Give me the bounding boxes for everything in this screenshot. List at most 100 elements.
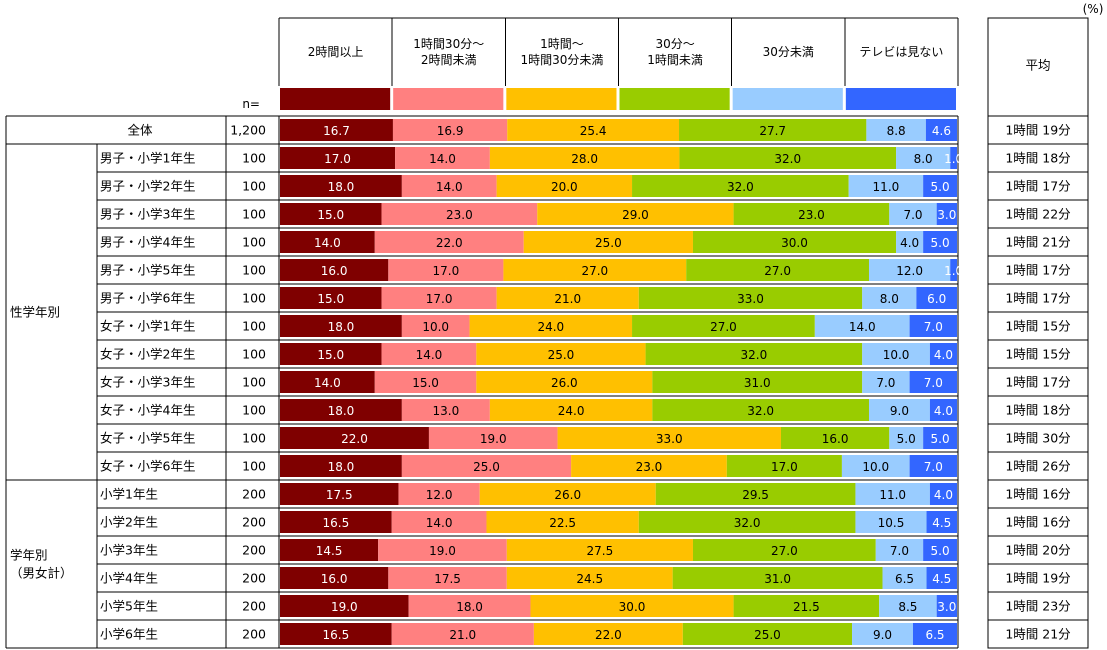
- data-label: 4.5: [932, 516, 951, 530]
- legend-swatch: [506, 88, 617, 110]
- bar-segment: [679, 119, 867, 141]
- average-value: 1時間 20分: [1005, 543, 1070, 558]
- data-label: 14.0: [426, 516, 453, 530]
- row-label: 男子・小学4年生: [100, 235, 195, 250]
- data-label: 32.0: [727, 180, 754, 194]
- data-label: 16.9: [437, 124, 464, 138]
- bar-segment: [280, 567, 389, 589]
- bar-segment: [280, 119, 393, 141]
- bar-segment: [489, 147, 680, 169]
- data-label: 4.0: [900, 236, 919, 250]
- data-label: 11.0: [873, 180, 900, 194]
- bar-segment: [852, 623, 913, 645]
- bar-segment: [936, 203, 957, 225]
- bar-segment: [374, 371, 477, 393]
- data-label: 8.0: [880, 292, 899, 306]
- data-label: 7.0: [924, 320, 943, 334]
- bar-segment: [408, 595, 531, 617]
- data-label: 4.0: [934, 488, 953, 502]
- n-value: 100: [242, 235, 266, 250]
- row-label: 女子・小学1年生: [100, 319, 195, 334]
- data-label: 27.5: [587, 544, 614, 558]
- data-label: 30.0: [619, 600, 646, 614]
- bar-segment: [855, 511, 927, 533]
- data-label: 7.0: [890, 544, 909, 558]
- bar-segment: [896, 147, 951, 169]
- data-label: 6.5: [925, 628, 944, 642]
- data-label: 31.0: [764, 572, 791, 586]
- bar-segment: [896, 231, 924, 253]
- average-column-frame: [987, 17, 1089, 649]
- bar-segment: [923, 539, 957, 561]
- bar-segment: [391, 623, 534, 645]
- data-label: 27.0: [710, 320, 737, 334]
- legend-swatch: [280, 88, 391, 110]
- data-label: 17.0: [433, 264, 460, 278]
- row-label: 男子・小学2年生: [100, 179, 195, 194]
- average-header: 平均: [1025, 58, 1050, 73]
- data-label: 21.5: [793, 600, 820, 614]
- bar-segment: [875, 539, 924, 561]
- data-label: 22.0: [436, 236, 463, 250]
- data-label: 5.0: [897, 432, 916, 446]
- bar-segment: [280, 455, 402, 477]
- data-label: 3.0: [937, 600, 956, 614]
- bar-segment: [489, 399, 653, 421]
- data-label: 28.0: [571, 152, 598, 166]
- bar-segment: [280, 595, 409, 617]
- average-value: 1時間 17分: [1005, 291, 1070, 306]
- data-label: 25.0: [754, 628, 781, 642]
- n-value: 100: [242, 263, 266, 278]
- data-label: 1.0: [944, 152, 963, 166]
- data-label: 17.5: [326, 488, 353, 502]
- data-label: 24.5: [576, 572, 603, 586]
- row-label: 小学5年生: [100, 599, 158, 614]
- bar-segment: [428, 427, 558, 449]
- data-label: 29.5: [742, 488, 769, 502]
- data-label: 4.5: [932, 572, 951, 586]
- data-label: 22.5: [549, 516, 576, 530]
- bar-segment: [391, 511, 487, 533]
- bar-segment: [929, 343, 957, 365]
- bar-segment: [537, 203, 734, 225]
- category-header: テレビは見ない: [859, 45, 943, 59]
- average-value: 1時間 17分: [1005, 263, 1070, 278]
- row-label: 全体: [127, 123, 153, 138]
- data-label: 8.0: [914, 152, 933, 166]
- bar-segment: [780, 427, 890, 449]
- n-value: 200: [242, 543, 266, 558]
- bar-segment: [280, 511, 392, 533]
- n-value: 100: [242, 431, 266, 446]
- row-label: 女子・小学5年生: [100, 431, 195, 446]
- bar-segment: [862, 287, 917, 309]
- bar-segment: [378, 539, 507, 561]
- data-label: 15.0: [317, 348, 344, 362]
- bar-segment: [280, 539, 379, 561]
- data-label: 32.0: [734, 516, 761, 530]
- bar-segment: [866, 119, 926, 141]
- bar-segment: [280, 203, 382, 225]
- average-value: 1時間 22分: [1005, 207, 1070, 222]
- data-label: 10.0: [422, 320, 449, 334]
- bar-segment: [381, 343, 477, 365]
- data-label: 12.0: [896, 264, 923, 278]
- data-label: 16.0: [321, 264, 348, 278]
- group-label: （男女計）: [10, 566, 73, 581]
- data-label: 32.0: [741, 348, 768, 362]
- data-label: 10.0: [862, 460, 889, 474]
- unit-label: (%): [1083, 2, 1104, 16]
- average-value: 1時間 15分: [1005, 347, 1070, 362]
- data-label: 18.0: [328, 404, 355, 418]
- bar-segment: [469, 315, 633, 337]
- category-header: 1時間30分未満: [520, 53, 603, 67]
- bar-segment: [889, 203, 937, 225]
- data-label: 5.0: [931, 180, 950, 194]
- n-value: 1,200: [230, 123, 266, 138]
- legend-swatch: [732, 88, 843, 110]
- data-label: 9.0: [890, 404, 909, 418]
- category-header: 1時間～: [540, 37, 584, 51]
- bar-segment: [638, 511, 856, 533]
- data-label: 32.0: [774, 152, 801, 166]
- data-label: 12.0: [426, 488, 453, 502]
- data-label: 15.0: [317, 292, 344, 306]
